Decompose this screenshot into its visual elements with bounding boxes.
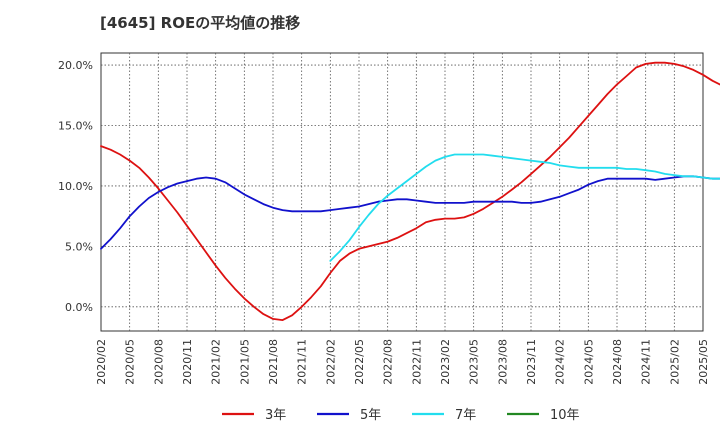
x-tick-label: 2021/08 <box>267 339 280 385</box>
x-tick-label: 2024/08 <box>611 339 624 385</box>
series-line-3 <box>329 153 720 262</box>
x-tick-label: 2024/11 <box>640 339 653 385</box>
y-tick-label: 5.0% <box>65 240 93 253</box>
series-layer <box>100 61 720 322</box>
x-tick-label: 2023/05 <box>468 339 481 385</box>
legend-label: 5年 <box>360 408 381 423</box>
x-tick-label: 2021/02 <box>210 339 223 385</box>
series-line-2 <box>100 175 720 250</box>
x-tick-label: 2021/11 <box>296 339 309 385</box>
plot-area <box>100 52 704 332</box>
x-tick-label: 2020/02 <box>95 339 108 385</box>
x-tick-label: 2024/05 <box>582 339 595 385</box>
x-axis: 2020/02 2020/05 2020/08 2020/11 2021/02 2021/… <box>95 339 710 385</box>
x-tick-label: 2020/05 <box>124 339 137 385</box>
x-tick-label: 2022/02 <box>324 339 337 385</box>
x-tick-label: 2021/05 <box>238 339 251 385</box>
x-tick-label: 2025/02 <box>668 339 681 385</box>
x-tick-label: 2024/02 <box>554 339 567 385</box>
y-tick-label: 0.0% <box>65 301 93 314</box>
x-tick-label: 2022/11 <box>410 339 423 385</box>
x-tick-label: 2023/02 <box>439 339 452 385</box>
legend-label: 10年 <box>550 408 580 423</box>
y-tick-label: 15.0% <box>58 120 93 133</box>
y-tick-label: 10.0% <box>58 180 93 193</box>
series-line-1 <box>100 61 720 322</box>
x-tick-label: 2023/08 <box>496 339 509 385</box>
grid-lines <box>101 53 703 331</box>
x-tick-label: 2022/08 <box>382 339 395 385</box>
x-tick-label: 2022/05 <box>353 339 366 385</box>
legend-label: 7年 <box>455 408 476 423</box>
x-tick-label: 2020/11 <box>181 339 194 385</box>
chart-title: [4645] ROEの平均値の推移 <box>100 14 301 32</box>
y-axis: 0.0% 5.0% 10.0% 15.0% 20.0% <box>58 59 93 314</box>
x-tick-label: 2020/08 <box>152 339 165 385</box>
legend-label: 3年 <box>265 408 286 423</box>
y-tick-label: 20.0% <box>58 59 93 72</box>
legend: 3年 5年 7年 10年 <box>222 408 580 423</box>
x-tick-label: 2023/11 <box>525 339 538 385</box>
x-tick-label: 2025/05 <box>697 339 710 385</box>
